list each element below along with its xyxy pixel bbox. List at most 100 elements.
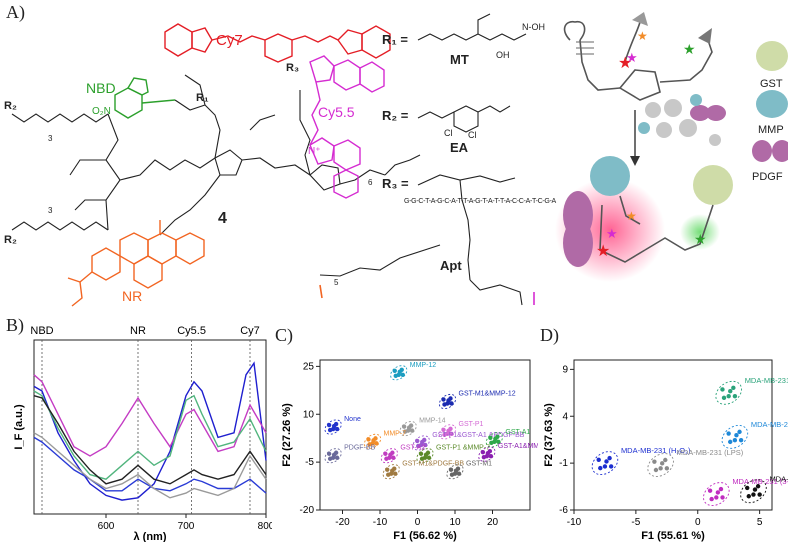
cluster-label-11: GST-A1&MMP-14 — [498, 443, 538, 450]
cluster-point-0-5 — [397, 369, 402, 374]
cluster-point-10-3 — [419, 456, 425, 461]
cluster-label-7: GST-A1 — [505, 429, 530, 436]
cluster-ellipse-2 — [324, 419, 342, 435]
cluster-label-6: GST-P1&GST-A1 &PDGF-BB — [432, 432, 525, 439]
cluster-point-7-0 — [488, 435, 493, 440]
x-tick-label-2: 0 — [415, 517, 421, 528]
cluster-ellipse-1 — [721, 424, 749, 449]
compound-number: 4 — [218, 210, 227, 227]
svg-text:★: ★ — [606, 226, 618, 241]
cluster-point-2-3 — [598, 465, 603, 471]
cluster-point-2-2 — [602, 464, 608, 469]
cluster-label-2: None — [344, 416, 361, 423]
aptamer-sequence: G-G-C-T-A-G-C-A-T-T-A-G-T-A-T-T-A-C-C-A-… — [404, 198, 556, 205]
y-tick-label-0: -20 — [300, 505, 315, 516]
subscript-5: 5 — [334, 278, 339, 287]
cluster-ellipse-5 — [740, 479, 767, 504]
cl-2-label: Cl — [468, 130, 477, 140]
cluster-point-0-3 — [721, 395, 727, 401]
cluster-point-5-1 — [755, 484, 761, 489]
subscript-6: 6 — [368, 178, 373, 187]
cluster-ellipse-13 — [446, 464, 464, 480]
cluster-point-4-0 — [441, 427, 446, 433]
r2-definition-label: R₂ = — [382, 108, 409, 123]
cluster-ellipse-8 — [324, 448, 342, 464]
cluster-ellipse-5 — [363, 433, 382, 449]
cluster-point-10-5 — [423, 452, 429, 457]
subscript-3b: 3 — [48, 206, 53, 215]
cl-1-label: Cl — [444, 128, 453, 138]
legend-gst: GST — [760, 78, 783, 90]
cluster-point-7-3 — [489, 440, 494, 445]
cluster-label-3: MMP-14 — [419, 418, 446, 425]
x-tick-label-0: -10 — [567, 517, 582, 528]
y-tick-label-1: -1 — [559, 458, 568, 469]
spectrum-series-2 — [33, 390, 267, 480]
cluster-point-5-3 — [367, 442, 372, 447]
y-tick-label-3: 25 — [303, 361, 315, 372]
cluster-point-2-5 — [331, 423, 337, 429]
oh-label: OH — [496, 50, 510, 60]
pca-d-frame — [573, 359, 773, 511]
cluster-point-1-3 — [728, 439, 733, 445]
spectrum-series-5 — [33, 432, 267, 499]
r3-definition-label: R₃ = — [382, 176, 409, 191]
cluster-label-2: MDA-MB-231 (H₂O₂) — [621, 446, 691, 455]
svg-text:★: ★ — [618, 55, 632, 72]
y-tick-label-2: 4 — [562, 411, 568, 422]
marker-label-1: NR — [130, 325, 146, 337]
x-tick-label-2: 0 — [695, 517, 701, 528]
cy7-label: Cy7 — [216, 32, 243, 49]
cluster-point-0-1 — [731, 385, 736, 391]
cluster-point-3-0 — [652, 459, 657, 464]
cluster-point-6-0 — [415, 438, 420, 444]
cluster-ellipse-6 — [412, 435, 430, 451]
sensor-schematic: ★ ★ ★ ★ ★ ★ ★ ★ — [555, 12, 788, 282]
cluster-point-1-0 — [726, 431, 731, 436]
spectrum-series-1 — [33, 374, 267, 457]
cluster-ellipse-3 — [647, 453, 674, 477]
cluster-label-5: MMP-7 — [384, 430, 407, 437]
cluster-point-5-2 — [751, 492, 756, 497]
r2-top-label: R₂ — [4, 100, 17, 112]
cluster-point-12-4 — [393, 471, 398, 476]
cluster-point-8-5 — [331, 452, 337, 457]
x-tick-label-0: 600 — [98, 521, 115, 532]
cluster-label-12: GST-M1&PDGF-BB — [402, 461, 464, 468]
spectrum-series-3 — [33, 395, 267, 485]
cluster-point-2-4 — [334, 426, 340, 432]
cluster-label-9: GST-A2 — [400, 445, 425, 452]
cluster-point-3-0 — [401, 424, 407, 429]
cluster-ellipse-3 — [399, 421, 417, 437]
marker-label-0: NBD — [30, 325, 53, 337]
cluster-ellipse-4 — [438, 424, 457, 440]
noh-label: N-OH — [522, 22, 545, 32]
marker-label-2: Cy5.5 — [177, 325, 206, 337]
cluster-point-13-3 — [449, 472, 455, 477]
cluster-ellipse-10 — [416, 448, 434, 464]
mt-label: MT — [450, 52, 469, 67]
panel-label-d: D) — [540, 325, 559, 345]
cluster-point-8-4 — [334, 455, 340, 460]
cluster-point-0-4 — [400, 372, 405, 377]
cluster-point-4-3 — [709, 496, 714, 502]
cluster-label-8: PDGF-BB — [344, 445, 375, 452]
cluster-point-1-3 — [442, 402, 447, 407]
cluster-point-0-5 — [728, 388, 733, 394]
cluster-point-4-1 — [718, 486, 724, 492]
spectra-ylabel: I_F (a.u.) — [13, 404, 25, 450]
cluster-label-4: MDA-MB-231 (3-Picoline) — [732, 477, 788, 486]
cluster-point-11-0 — [480, 449, 486, 455]
cluster-point-3-1 — [663, 457, 668, 463]
cluster-point-2-4 — [608, 464, 614, 469]
x-tick-label-2: 800 — [258, 521, 272, 532]
cluster-label-10: GST-P1 &MMP-7 — [436, 445, 490, 452]
cluster-point-10-0 — [418, 451, 424, 456]
r1-label: R₁ — [196, 92, 209, 104]
x-tick-label-1: -5 — [631, 517, 640, 528]
y-tick-label-0: -6 — [559, 505, 568, 516]
cluster-ellipse-0 — [715, 380, 742, 405]
ea-label: EA — [450, 140, 469, 155]
y-tick-label-2: 10 — [303, 409, 315, 420]
pca-d-xlabel: F1 (55.61 %) — [641, 530, 705, 542]
